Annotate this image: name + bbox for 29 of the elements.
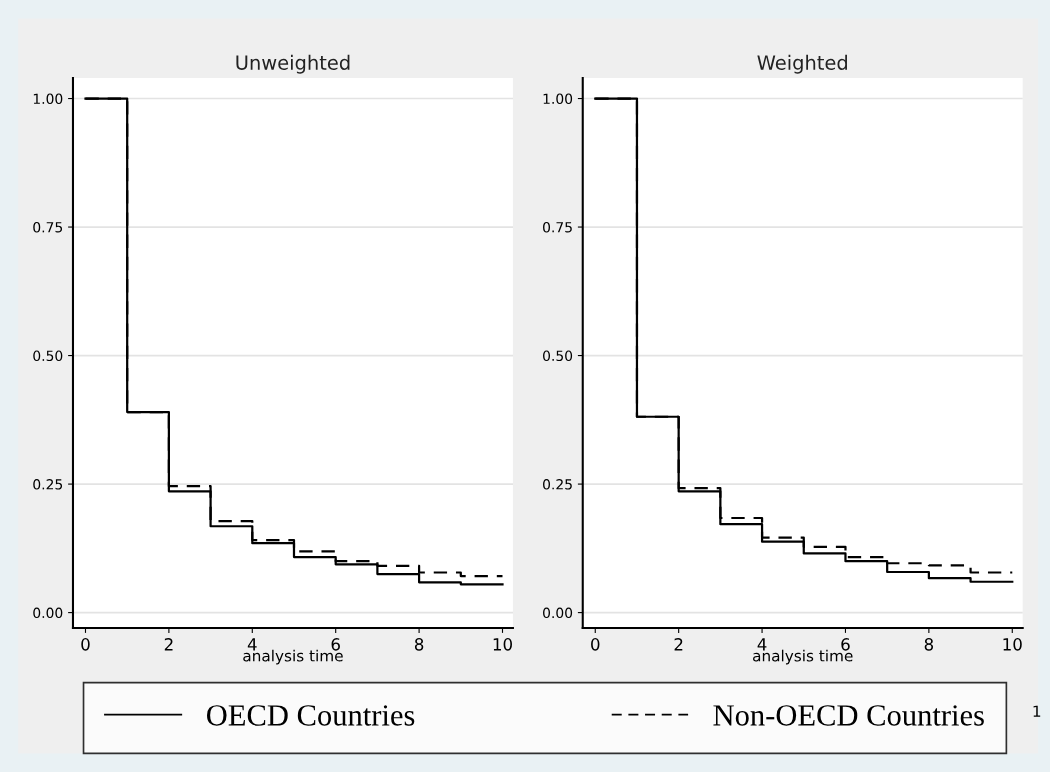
chart-title: Unweighted (236, 54, 350, 74)
x-tick-label: 0 (591, 638, 600, 651)
x-tick-label: 10 (493, 638, 512, 651)
x-tick-label: 2 (164, 638, 173, 651)
y-tick-label: 0.75 (543, 222, 572, 233)
x-tick-label: 0 (81, 638, 90, 651)
x-tick-label: 6 (331, 638, 340, 651)
x-axis-title: analysis time (753, 649, 853, 665)
x-tick-label: 8 (924, 638, 934, 651)
y-tick-label: 0.50 (543, 350, 573, 362)
x-tick-label: 10 (1003, 638, 1022, 651)
y-tick-label: 1.00 (543, 93, 573, 105)
chart-title: Weighted (757, 54, 847, 74)
y-tick-label: 0.25 (33, 479, 63, 490)
x-tick-label: 4 (757, 638, 767, 651)
x-tick-label: 8 (414, 638, 424, 651)
y-tick-label: 0.50 (33, 350, 63, 362)
x-axis-title: analysis time (243, 649, 343, 665)
y-tick-label: 0.75 (33, 222, 63, 233)
y-tick-label: 0.00 (543, 607, 573, 619)
legend-label: OECD Countries (207, 705, 415, 726)
y-tick-label: 0.25 (543, 479, 572, 490)
x-tick-label: 4 (247, 638, 257, 651)
text: 1 (1033, 705, 1041, 717)
x-tick-label: 6 (841, 638, 850, 651)
x-tick-label: 2 (674, 638, 683, 651)
y-tick-label: 1.00 (33, 93, 63, 105)
legend-label: Non-OECD Countries (713, 705, 984, 726)
y-tick-label: 0.00 (33, 607, 63, 619)
